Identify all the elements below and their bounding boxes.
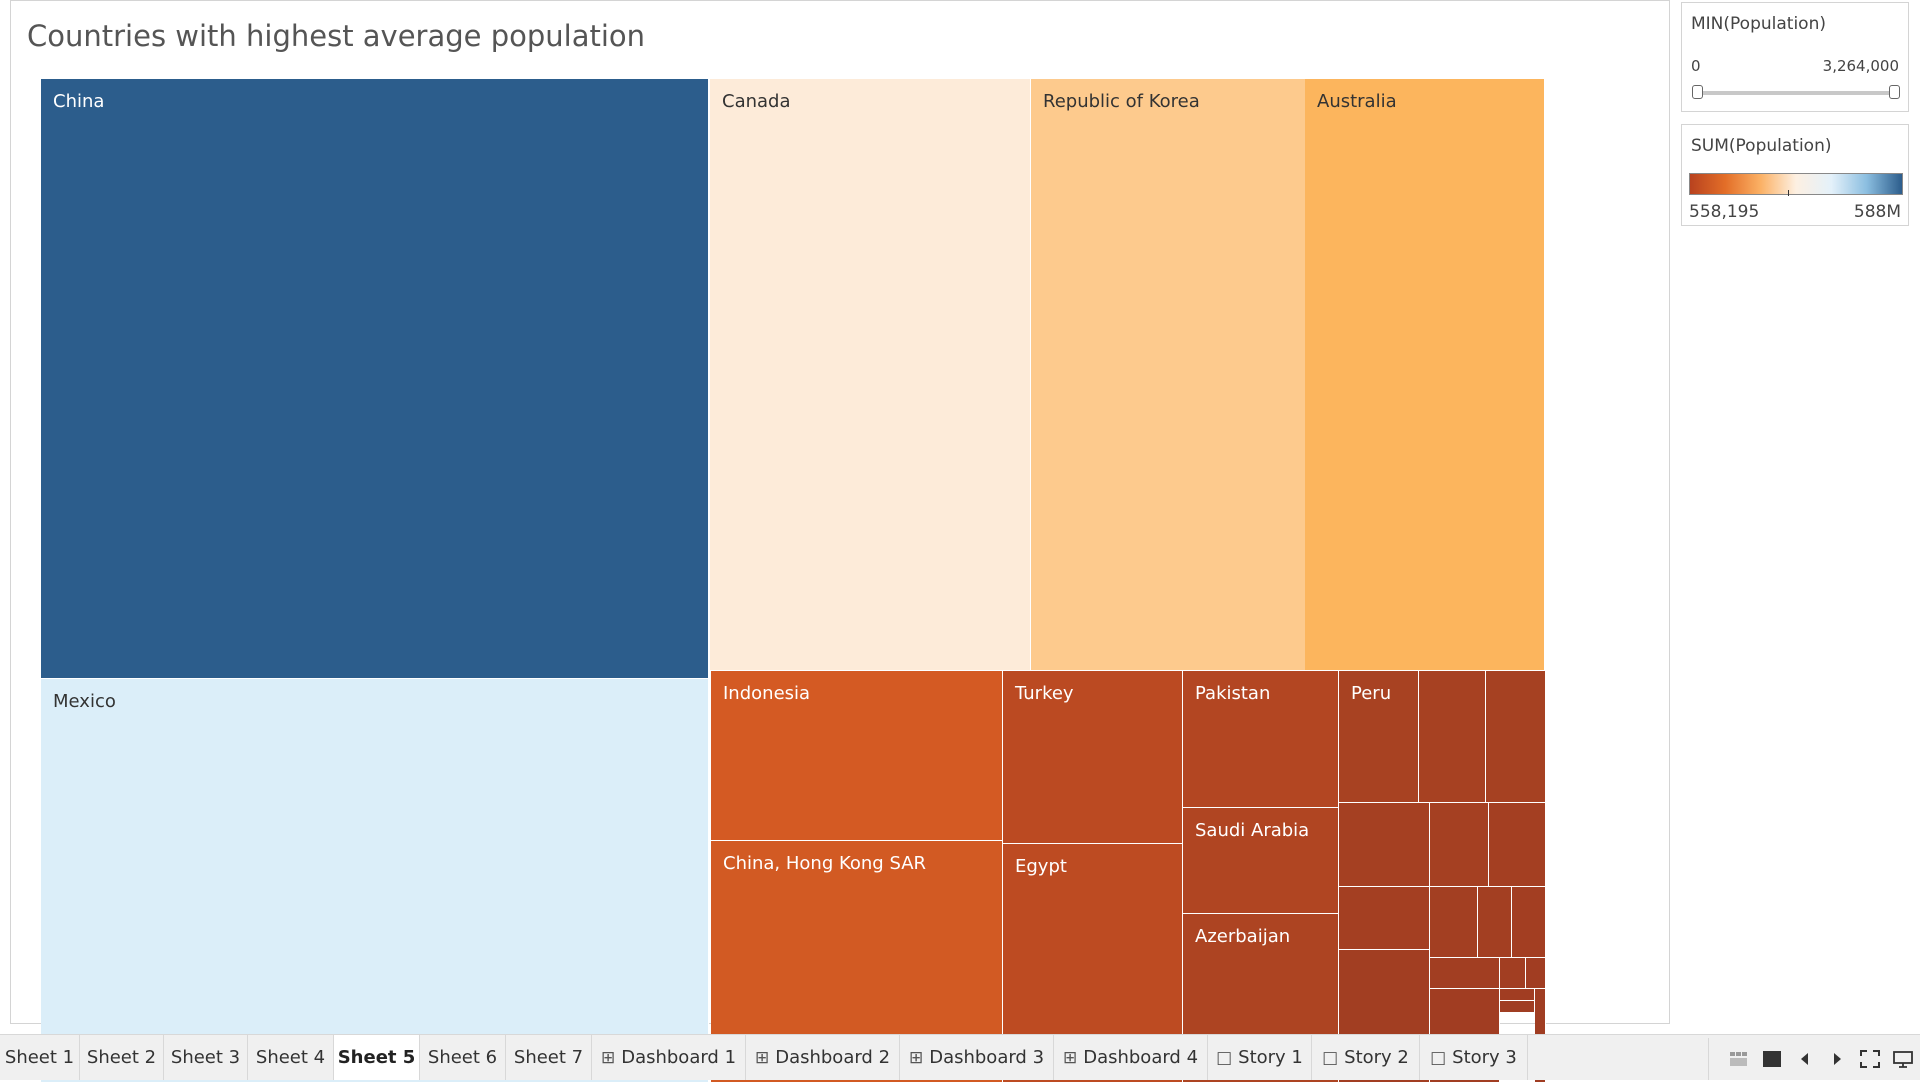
treemap-tile[interactable] (1339, 803, 1430, 887)
dashboard-icon: ⊞ (600, 1047, 616, 1068)
tile-label: Azerbaijan (1195, 926, 1291, 947)
tile-label: Peru (1351, 683, 1392, 704)
tab-label: Story 2 (1344, 1047, 1409, 1068)
treemap-tile[interactable]: Peru (1339, 671, 1419, 803)
sum-population-color-legend: SUM(Population) 558,195 588M (1681, 124, 1909, 226)
treemap-tile[interactable] (1500, 1001, 1535, 1013)
previous-sheet-icon[interactable] (1794, 1048, 1816, 1070)
tab-story-3[interactable]: □ Story 3 (1420, 1035, 1528, 1080)
treemap-tile[interactable] (1512, 887, 1546, 958)
treemap-tile[interactable]: China (41, 79, 709, 679)
tab-sheet-1[interactable]: Sheet 1 (0, 1035, 80, 1080)
filter-title: MIN(Population) (1691, 14, 1826, 34)
treemap-tile[interactable]: Pakistan (1183, 671, 1339, 808)
tab-label: Sheet 1 (4, 1047, 75, 1068)
treemap-tile[interactable] (1430, 958, 1500, 989)
dashboard-icon: ⊞ (754, 1047, 770, 1068)
tab-label: Sheet 2 (86, 1047, 157, 1068)
tile-label: Republic of Korea (1043, 91, 1200, 112)
tab-label: Sheet 3 (170, 1047, 241, 1068)
worksheet-view: Countries with highest average populatio… (10, 0, 1670, 1083)
filter-min-value: 0 (1691, 57, 1701, 75)
legend-max-value: 588M (1853, 202, 1901, 222)
tile-label: Indonesia (723, 683, 811, 704)
treemap-tile[interactable] (1430, 887, 1478, 958)
tile-label: Canada (722, 91, 791, 112)
show-filmstrip-icon[interactable] (1728, 1048, 1750, 1070)
treemap-tile[interactable] (1486, 671, 1546, 803)
range-slider-max-handle[interactable] (1889, 85, 1900, 99)
treemap-tile[interactable] (1526, 958, 1546, 989)
tab-story-1[interactable]: □ Story 1 (1208, 1035, 1312, 1080)
treemap-tile[interactable]: Australia (1305, 79, 1545, 671)
tab-label: Sheet 4 (255, 1047, 326, 1068)
tile-label: Mexico (53, 691, 116, 712)
tab-sheet-4[interactable]: Sheet 4 (248, 1035, 334, 1080)
tab-label: Dashboard 3 (929, 1047, 1045, 1068)
next-sheet-icon[interactable] (1826, 1048, 1848, 1070)
show-tabs-icon[interactable] (1761, 1048, 1783, 1070)
tile-label: Turkey (1015, 683, 1074, 704)
tile-label: Egypt (1015, 856, 1067, 877)
tab-story-2[interactable]: □ Story 2 (1312, 1035, 1420, 1080)
treemap-tile[interactable] (1500, 989, 1535, 1001)
tab-sheet-6[interactable]: Sheet 6 (420, 1035, 506, 1080)
filter-max-value: 3,264,000 (1822, 57, 1899, 75)
treemap-tile[interactable] (1500, 958, 1526, 989)
tile-label: Saudi Arabia (1195, 820, 1310, 841)
story-icon: □ (1322, 1047, 1339, 1068)
treemap-tile[interactable]: Canada (710, 79, 1031, 671)
treemap-tile[interactable] (1489, 803, 1546, 887)
range-slider-min-handle[interactable] (1692, 85, 1703, 99)
color-ramp-center-tick (1788, 190, 1789, 196)
tab-label: Dashboard 2 (775, 1047, 891, 1068)
tab-label: Story 1 (1238, 1047, 1303, 1068)
tile-label: China, Hong Kong SAR (723, 853, 927, 874)
navigation-controls (1708, 1038, 1920, 1080)
tab-dashboard-1[interactable]: ⊞ Dashboard 1 (592, 1035, 746, 1080)
tab-dashboard-2[interactable]: ⊞ Dashboard 2 (746, 1035, 900, 1080)
tab-label: Sheet 7 (513, 1047, 584, 1068)
treemap-tile[interactable] (1478, 887, 1512, 958)
tab-sheet-3[interactable]: Sheet 3 (164, 1035, 248, 1080)
tab-label: Sheet 5 (337, 1047, 416, 1068)
story-icon: □ (1430, 1047, 1447, 1068)
dashboard-icon: ⊞ (1062, 1047, 1078, 1068)
tile-label: Pakistan (1195, 683, 1271, 704)
tab-label: Dashboard 4 (1083, 1047, 1199, 1068)
treemap-tile[interactable]: Republic of Korea (1031, 79, 1306, 671)
tile-label: Australia (1317, 91, 1397, 112)
dashboard-icon: ⊞ (908, 1047, 924, 1068)
tab-label: Dashboard 1 (621, 1047, 737, 1068)
min-population-filter-card: MIN(Population) 0 3,264,000 (1681, 2, 1909, 112)
legend-min-value: 558,195 (1689, 202, 1760, 222)
tab-dashboard-3[interactable]: ⊞ Dashboard 3 (900, 1035, 1054, 1080)
treemap-tile[interactable] (1339, 887, 1430, 950)
treemap-tile[interactable] (1419, 671, 1486, 803)
treemap-tile[interactable] (1430, 803, 1489, 887)
tab-label: Story 3 (1452, 1047, 1517, 1068)
sheet-tab-bar: Sheet 1 Sheet 2 Sheet 3 Sheet 4 Sheet 5 Sheet… (0, 1034, 1920, 1080)
story-icon: □ (1216, 1047, 1233, 1068)
tile-label: China (53, 91, 105, 112)
treemap-tile[interactable]: Saudi Arabia (1183, 808, 1339, 914)
tab-dashboard-4[interactable]: ⊞ Dashboard 4 (1054, 1035, 1208, 1080)
treemap-tile[interactable]: Mexico (41, 679, 709, 1083)
tab-sheet-2[interactable]: Sheet 2 (80, 1035, 164, 1080)
treemap-tile[interactable]: Indonesia (711, 671, 1003, 841)
present-icon[interactable] (1892, 1048, 1914, 1070)
tab-sheet-7[interactable]: Sheet 7 (506, 1035, 592, 1080)
tab-sheet-5[interactable]: Sheet 5 (334, 1035, 420, 1080)
range-slider-track[interactable] (1696, 91, 1892, 95)
presentation-mode-icon[interactable] (1859, 1048, 1881, 1070)
treemap-tile[interactable]: Turkey (1003, 671, 1183, 844)
legend-title: SUM(Population) (1691, 136, 1832, 156)
tab-label: Sheet 6 (427, 1047, 498, 1068)
color-ramp (1689, 173, 1903, 195)
chart-title: Countries with highest average populatio… (27, 19, 646, 53)
